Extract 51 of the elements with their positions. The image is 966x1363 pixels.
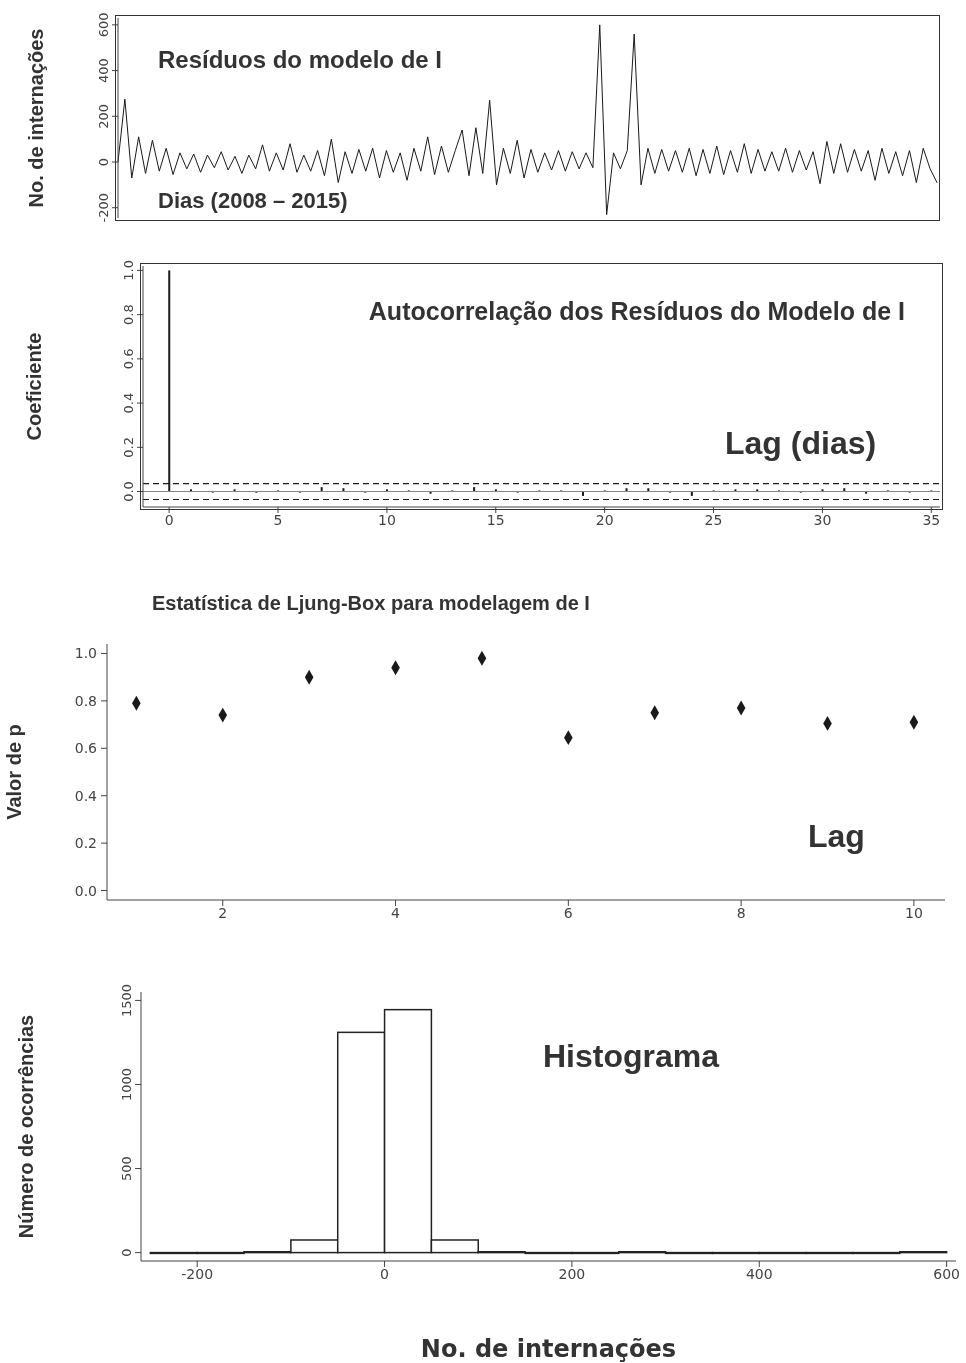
x-axis-title: Lag xyxy=(808,818,865,855)
y-axis-title: Número de ocorrências xyxy=(15,1014,38,1239)
y-tick-label: 0.4 xyxy=(121,392,136,414)
y-tick-label: 1.0 xyxy=(121,260,136,281)
y-tick-label: 1500 xyxy=(119,983,134,1017)
x-tick-label: 0 xyxy=(380,1265,390,1282)
y-tick-label: 0.6 xyxy=(74,740,98,757)
text: Resíduos do modelo de I xyxy=(158,46,443,74)
x-tick-label: 35 xyxy=(922,511,941,528)
x-tick-label: 6 xyxy=(563,904,573,921)
x-tick-label: 10 xyxy=(377,511,396,528)
y-tick-label: 0.2 xyxy=(74,835,97,852)
x-tick-label: 25 xyxy=(704,511,723,528)
chart-title: Estatística de Ljung-Box para modelagem de I xyxy=(152,592,590,615)
y-tick-label: 0.8 xyxy=(74,692,97,709)
y-tick-label: 500 xyxy=(119,1156,134,1181)
x-tick-label: 4 xyxy=(391,904,401,921)
text: Histograma xyxy=(543,1038,720,1075)
x-tick-label: 600 xyxy=(933,1265,960,1282)
y-tick-label: -200 xyxy=(96,192,111,223)
y-tick-label: 0.0 xyxy=(121,481,136,502)
x-tick-label: -200 xyxy=(181,1265,214,1282)
x-tick-label: 200 xyxy=(558,1265,586,1282)
y-axis-title: Valor de p xyxy=(3,724,26,820)
x-tick-label: 2 xyxy=(218,904,228,921)
x-tick-label: 30 xyxy=(813,511,832,528)
x-tick-label: 400 xyxy=(745,1265,773,1282)
y-tick-label: 600 xyxy=(96,12,111,38)
x-axis-title: Lag (dias) xyxy=(725,425,877,462)
x-tick-label: 15 xyxy=(486,511,505,528)
y-tick-label: 0 xyxy=(96,157,111,167)
y-tick-label: 1.0 xyxy=(74,645,97,662)
y-tick-label: 1000 xyxy=(119,1067,134,1102)
x-tick-label: 20 xyxy=(595,511,614,528)
x-tick-label: 8 xyxy=(736,904,746,921)
y-axis-title: No. de internações xyxy=(25,28,48,208)
y-tick-label: 0.8 xyxy=(121,304,136,325)
x-tick-label: 0 xyxy=(164,511,174,528)
y-tick-label: 0.0 xyxy=(74,882,97,899)
x-axis-title: No. de internações xyxy=(420,1335,677,1363)
y-tick-label: 400 xyxy=(96,58,111,83)
x-axis-title: Dias (2008 – 2015) xyxy=(158,188,348,214)
x-tick-label: 5 xyxy=(273,511,283,528)
y-axis-title: Coeficiente xyxy=(23,332,46,441)
x-tick-label: 10 xyxy=(904,904,923,921)
y-tick-label: 0 xyxy=(119,1248,134,1257)
y-tick-label: 0.4 xyxy=(74,787,98,804)
y-tick-label: 0.6 xyxy=(121,348,136,370)
y-tick-label: 0.2 xyxy=(121,436,136,458)
y-tick-label: 200 xyxy=(96,103,111,129)
text: Autocorrelação dos Resíduos do Modelo de I xyxy=(368,297,905,326)
